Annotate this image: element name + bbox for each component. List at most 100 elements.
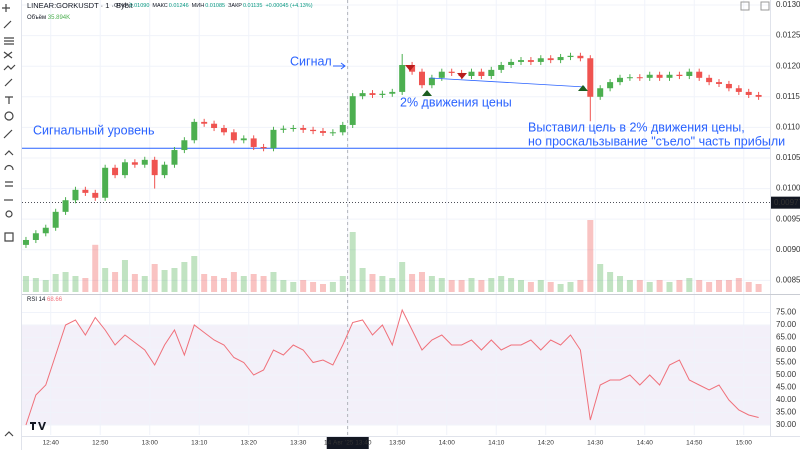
- candle-body: [468, 71, 475, 76]
- candle-body: [181, 140, 188, 151]
- volume-bar: [191, 256, 198, 292]
- volume-bar: [567, 282, 574, 292]
- volume-bar: [161, 270, 168, 292]
- zoom-tool[interactable]: [4, 150, 14, 156]
- volume-bar: [201, 274, 208, 292]
- annotation: Сигнальный уровень: [33, 123, 154, 137]
- ruler-tool[interactable]: [3, 129, 13, 139]
- volume-bar: [131, 274, 138, 292]
- candle-body: [359, 93, 366, 97]
- volume-bar: [72, 276, 79, 292]
- rsi-legend: RSI 14 68.66: [27, 297, 63, 303]
- text-tool[interactable]: [5, 96, 13, 104]
- candle-body: [211, 123, 218, 129]
- ohlc-label: МАКС: [152, 3, 167, 9]
- trend-line-tool[interactable]: [3, 20, 12, 29]
- brush-tool[interactable]: [4, 78, 13, 87]
- volume-bar: [300, 280, 307, 292]
- volume-bar: [448, 280, 455, 292]
- settings-button[interactable]: [760, 1, 770, 11]
- volume-bar: [82, 278, 89, 292]
- x-tick-label: 14:50: [686, 440, 703, 447]
- price-badge: [771, 196, 800, 209]
- magnet-tool[interactable]: [4, 164, 14, 171]
- ohlc-value: 0.01085: [205, 3, 225, 9]
- collapse-tool[interactable]: [4, 431, 14, 437]
- volume-bar: [32, 278, 39, 292]
- trash-tool[interactable]: [4, 232, 14, 242]
- candle-body: [349, 96, 356, 125]
- candle-body: [329, 132, 336, 134]
- candle-body: [567, 55, 574, 58]
- ohlc-value: 0.01135: [243, 3, 262, 9]
- x-tick-label: 14 Авг '25 13:40: [324, 440, 372, 447]
- rsi-tick-label: 65.00: [776, 333, 797, 342]
- candle-body: [646, 74, 653, 78]
- eye-tool[interactable]: [5, 210, 13, 218]
- volume-bar: [250, 274, 257, 292]
- volume-bar: [359, 268, 366, 292]
- candle-body: [260, 146, 267, 149]
- x-tick-label: 14:10: [488, 440, 505, 447]
- volume-bar: [547, 282, 554, 292]
- candle-body: [82, 189, 89, 193]
- sell-marker: [405, 65, 415, 71]
- volume-bar: [498, 276, 505, 292]
- candle-body: [508, 61, 515, 65]
- volume-bar: [686, 278, 693, 292]
- candle-body: [220, 128, 227, 133]
- candle-body: [22, 239, 29, 245]
- volume-bar: [121, 260, 128, 292]
- volume-bar: [260, 276, 267, 292]
- x-tick-label: 13:30: [290, 440, 307, 447]
- volume-bar: [151, 264, 158, 292]
- volume-bar: [92, 244, 99, 292]
- volume-bar: [745, 282, 752, 292]
- volume-bar: [102, 268, 109, 292]
- volume-bar: [646, 282, 653, 292]
- forecast-tool[interactable]: [3, 64, 16, 71]
- candle-body: [745, 91, 752, 95]
- candle-body: [428, 77, 435, 86]
- volume-bar: [676, 280, 683, 292]
- icon-tool[interactable]: [4, 111, 14, 121]
- rsi-line: [25, 308, 759, 426]
- candle-body: [339, 124, 346, 133]
- ohlc-label: МИН: [192, 3, 205, 9]
- volume-bar: [220, 278, 227, 292]
- volume-bar: [349, 232, 356, 292]
- candle-body: [92, 192, 99, 198]
- candle-body: [230, 132, 237, 141]
- candle-body: [716, 82, 723, 84]
- rsi-tick-label: 45.00: [776, 383, 797, 392]
- candle-body: [696, 71, 703, 78]
- lock-tool[interactable]: [5, 181, 13, 187]
- volume-bar: [735, 278, 742, 292]
- candle-body: [418, 71, 425, 86]
- fib-tool[interactable]: [4, 37, 14, 45]
- candle-body: [32, 233, 39, 240]
- pattern-tool[interactable]: [3, 51, 13, 59]
- volume-bar: [240, 276, 247, 292]
- candle-body: [300, 128, 307, 130]
- x-tick-label: 13:00: [142, 440, 159, 447]
- volume-bar: [112, 272, 119, 292]
- candle-body: [399, 64, 406, 92]
- maximize-button[interactable]: [740, 1, 750, 11]
- volume-bar: [725, 280, 732, 292]
- candle-body: [656, 74, 663, 78]
- crosshair-tool[interactable]: [2, 4, 10, 12]
- volume-bar: [42, 280, 49, 292]
- candle-body: [498, 64, 505, 70]
- candle-body: [636, 77, 643, 79]
- x-tick-label: 14:00: [439, 440, 456, 447]
- candle-body: [141, 159, 148, 165]
- candle-body: [626, 77, 633, 79]
- x-tick-label: 13:20: [241, 440, 258, 447]
